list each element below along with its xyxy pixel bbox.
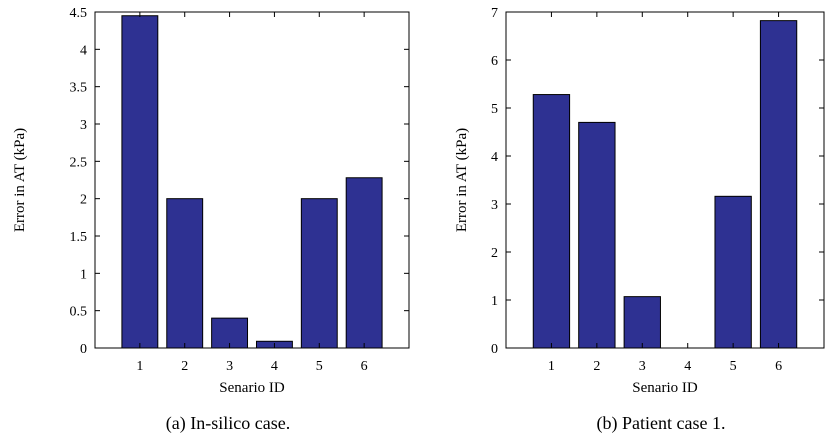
y-axis-label: Error in AT (kPa) xyxy=(12,128,28,232)
x-tick-label: 5 xyxy=(316,359,323,374)
y-tick-label: 7 xyxy=(491,6,498,21)
y-tick-label: 5 xyxy=(491,102,498,117)
caption-a: (a) In-silico case. xyxy=(166,413,290,434)
x-tick-label: 4 xyxy=(684,359,691,374)
plot-area-frame xyxy=(94,11,410,349)
y-tick-label: 1 xyxy=(491,294,498,309)
y-tick-label: 6 xyxy=(491,54,498,69)
y-tick-label: 0.5 xyxy=(70,305,88,320)
chart-in-silico: 0 0.5 1 1.5 2 2.5 3 3.5 4 4.5 1 2 3 4 5 6 Senario ID Erro… xyxy=(12,6,410,396)
chart-patient-case-1: 0 1 2 3 4 5 6 7 1 2 3 4 5 6 Senario ID Error in AT (kPa… xyxy=(454,6,825,396)
bar-5 xyxy=(300,198,338,349)
x-axis-label: Senario ID xyxy=(632,380,698,396)
y-tick-label: 1.5 xyxy=(70,230,88,245)
x-tick-label: 3 xyxy=(226,359,233,374)
y-tick-label: 3 xyxy=(491,198,498,213)
bar-6 xyxy=(345,177,383,349)
y-tick-label: 4.5 xyxy=(70,6,88,21)
y-tick-label: 2 xyxy=(491,246,498,261)
x-tick-label: 4 xyxy=(271,359,278,374)
bar-2 xyxy=(166,198,204,349)
y-tick-label: 2 xyxy=(80,193,87,208)
y-tick-label: 0 xyxy=(491,342,498,357)
y-axis-label: Error in AT (kPa) xyxy=(454,128,470,232)
x-tick-label: 2 xyxy=(593,359,600,374)
x-tick-label: 3 xyxy=(639,359,646,374)
y-tick-label: 4 xyxy=(80,43,87,58)
x-tick-label: 6 xyxy=(361,359,368,374)
bar-6 xyxy=(759,20,798,349)
x-tick-label: 5 xyxy=(730,359,737,374)
x-axis-label: Senario ID xyxy=(219,380,285,396)
x-tick-label: 6 xyxy=(775,359,782,374)
y-tick-label: 2.5 xyxy=(70,155,88,170)
y-tick-label: 4 xyxy=(491,150,498,165)
bar-1 xyxy=(532,94,571,349)
x-tick-label: 1 xyxy=(548,359,555,374)
y-tick-label: 1 xyxy=(80,267,87,282)
bar-2 xyxy=(578,121,616,349)
x-tick-label: 1 xyxy=(136,359,143,374)
bar-3 xyxy=(623,296,661,349)
bar-1 xyxy=(121,15,159,349)
y-tick-label: 3 xyxy=(80,118,87,133)
x-tick-label: 2 xyxy=(181,359,188,374)
caption-b: (b) Patient case 1. xyxy=(597,413,726,434)
plot-area-frame xyxy=(505,11,825,349)
y-tick-label: 3.5 xyxy=(70,81,88,96)
bar-5 xyxy=(714,195,752,349)
y-tick-label: 0 xyxy=(80,342,87,357)
